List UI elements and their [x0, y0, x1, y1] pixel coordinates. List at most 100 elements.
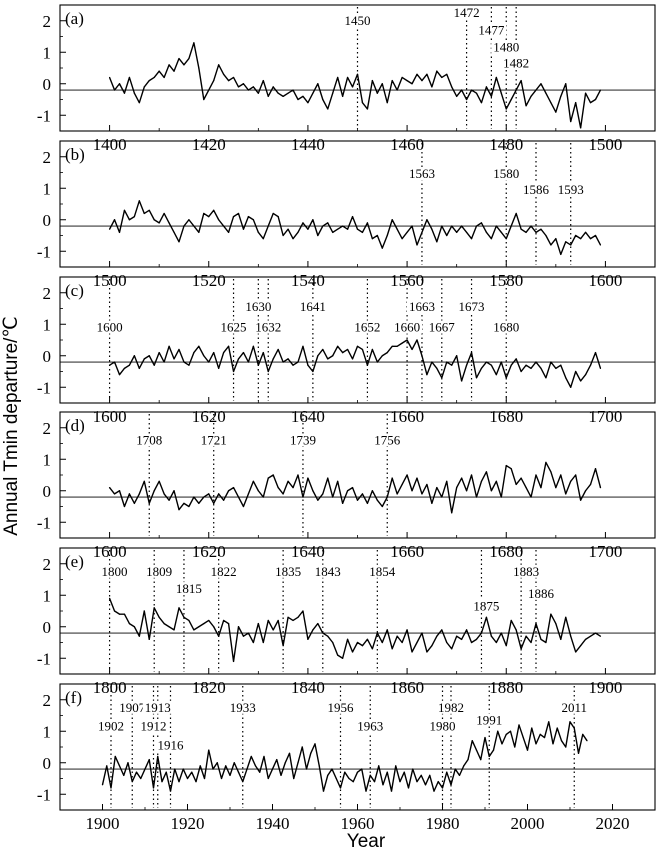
data-point [297, 474, 299, 476]
data-point [531, 727, 533, 729]
data-point [252, 345, 254, 347]
data-point [484, 736, 486, 739]
data-point [356, 73, 359, 75]
data-point [565, 83, 567, 85]
data-point [366, 638, 369, 640]
event-label-bg [555, 182, 586, 196]
data-point [332, 92, 334, 94]
data-point [342, 352, 344, 354]
data-point [461, 89, 463, 91]
data-point [575, 474, 577, 476]
event-label-bg [426, 320, 457, 334]
data-point [242, 352, 245, 354]
data-point [113, 219, 116, 221]
y-tick-label: -1 [37, 106, 51, 125]
data-point [148, 80, 150, 82]
data-point [594, 632, 597, 634]
data-point [505, 238, 507, 240]
y-tick-label: 1 [43, 43, 52, 62]
data-point [193, 629, 195, 631]
data-point [543, 736, 546, 739]
data-point [272, 212, 274, 215]
event-label-bg [372, 433, 403, 447]
data-point [163, 493, 165, 495]
data-point [237, 496, 240, 498]
data-point [480, 102, 483, 104]
data-point [412, 768, 414, 770]
data-point [530, 641, 532, 644]
event-label: 1632 [255, 320, 281, 335]
data-point [540, 487, 542, 489]
data-point [545, 461, 547, 463]
data-point [108, 597, 111, 600]
data-point [148, 502, 150, 504]
event-label: 1843 [315, 564, 341, 579]
event-label: 1673 [459, 299, 485, 314]
data-point [337, 654, 339, 656]
event-label-bg [392, 320, 423, 334]
data-point [451, 648, 453, 650]
data-point [277, 348, 279, 351]
data-point [138, 635, 140, 637]
event-label-bg [325, 700, 356, 714]
data-point [381, 505, 383, 508]
x-tick-label: 1440 [291, 135, 325, 154]
data-point [421, 355, 423, 357]
data-point [490, 490, 492, 492]
data-point [490, 635, 492, 637]
data-point [307, 364, 309, 366]
data-point [584, 374, 587, 376]
data-point [599, 244, 602, 246]
x-tick-label: 1900 [86, 814, 120, 833]
data-point [426, 73, 428, 75]
y-tick-label: 1 [43, 450, 52, 469]
data-point [580, 238, 582, 240]
data-point [378, 765, 380, 767]
data-point [411, 490, 413, 492]
data-point [163, 76, 165, 79]
data-point [535, 361, 537, 363]
event-label: 1480 [493, 40, 519, 55]
data-point [143, 480, 145, 482]
data-point [223, 352, 225, 354]
data-point [157, 755, 159, 758]
data-point [208, 749, 210, 751]
data-point [198, 626, 200, 628]
data-point [514, 746, 516, 748]
data-point [153, 364, 155, 366]
data-point [520, 80, 522, 82]
event-label-bg [94, 320, 125, 334]
event-label-bg [287, 433, 318, 447]
data-point [148, 209, 150, 211]
data-point [208, 89, 210, 91]
data-point [565, 241, 567, 243]
data-point [267, 619, 269, 622]
data-point [530, 496, 532, 498]
data-point [365, 790, 367, 792]
data-point [411, 651, 413, 653]
data-point [307, 228, 309, 230]
data-point [247, 89, 250, 91]
data-point [461, 225, 463, 227]
data-point [123, 613, 126, 615]
data-point [272, 629, 274, 631]
data-point [446, 480, 448, 482]
data-point [183, 225, 185, 227]
data-point [520, 228, 522, 230]
event-label-bg [218, 320, 249, 334]
series-line [101, 721, 588, 792]
data-point [133, 216, 135, 218]
x-tick-label: 1680 [489, 407, 523, 426]
data-point [118, 83, 121, 85]
event-label-bg [367, 564, 398, 578]
data-point [317, 623, 319, 625]
data-point [510, 225, 512, 227]
data-point [371, 80, 373, 82]
data-point [307, 102, 309, 104]
data-point [203, 98, 205, 101]
event-label: 1593 [558, 182, 584, 197]
data-point [436, 241, 438, 243]
event-label-bg [173, 582, 204, 596]
event-label: 1875 [473, 598, 499, 613]
